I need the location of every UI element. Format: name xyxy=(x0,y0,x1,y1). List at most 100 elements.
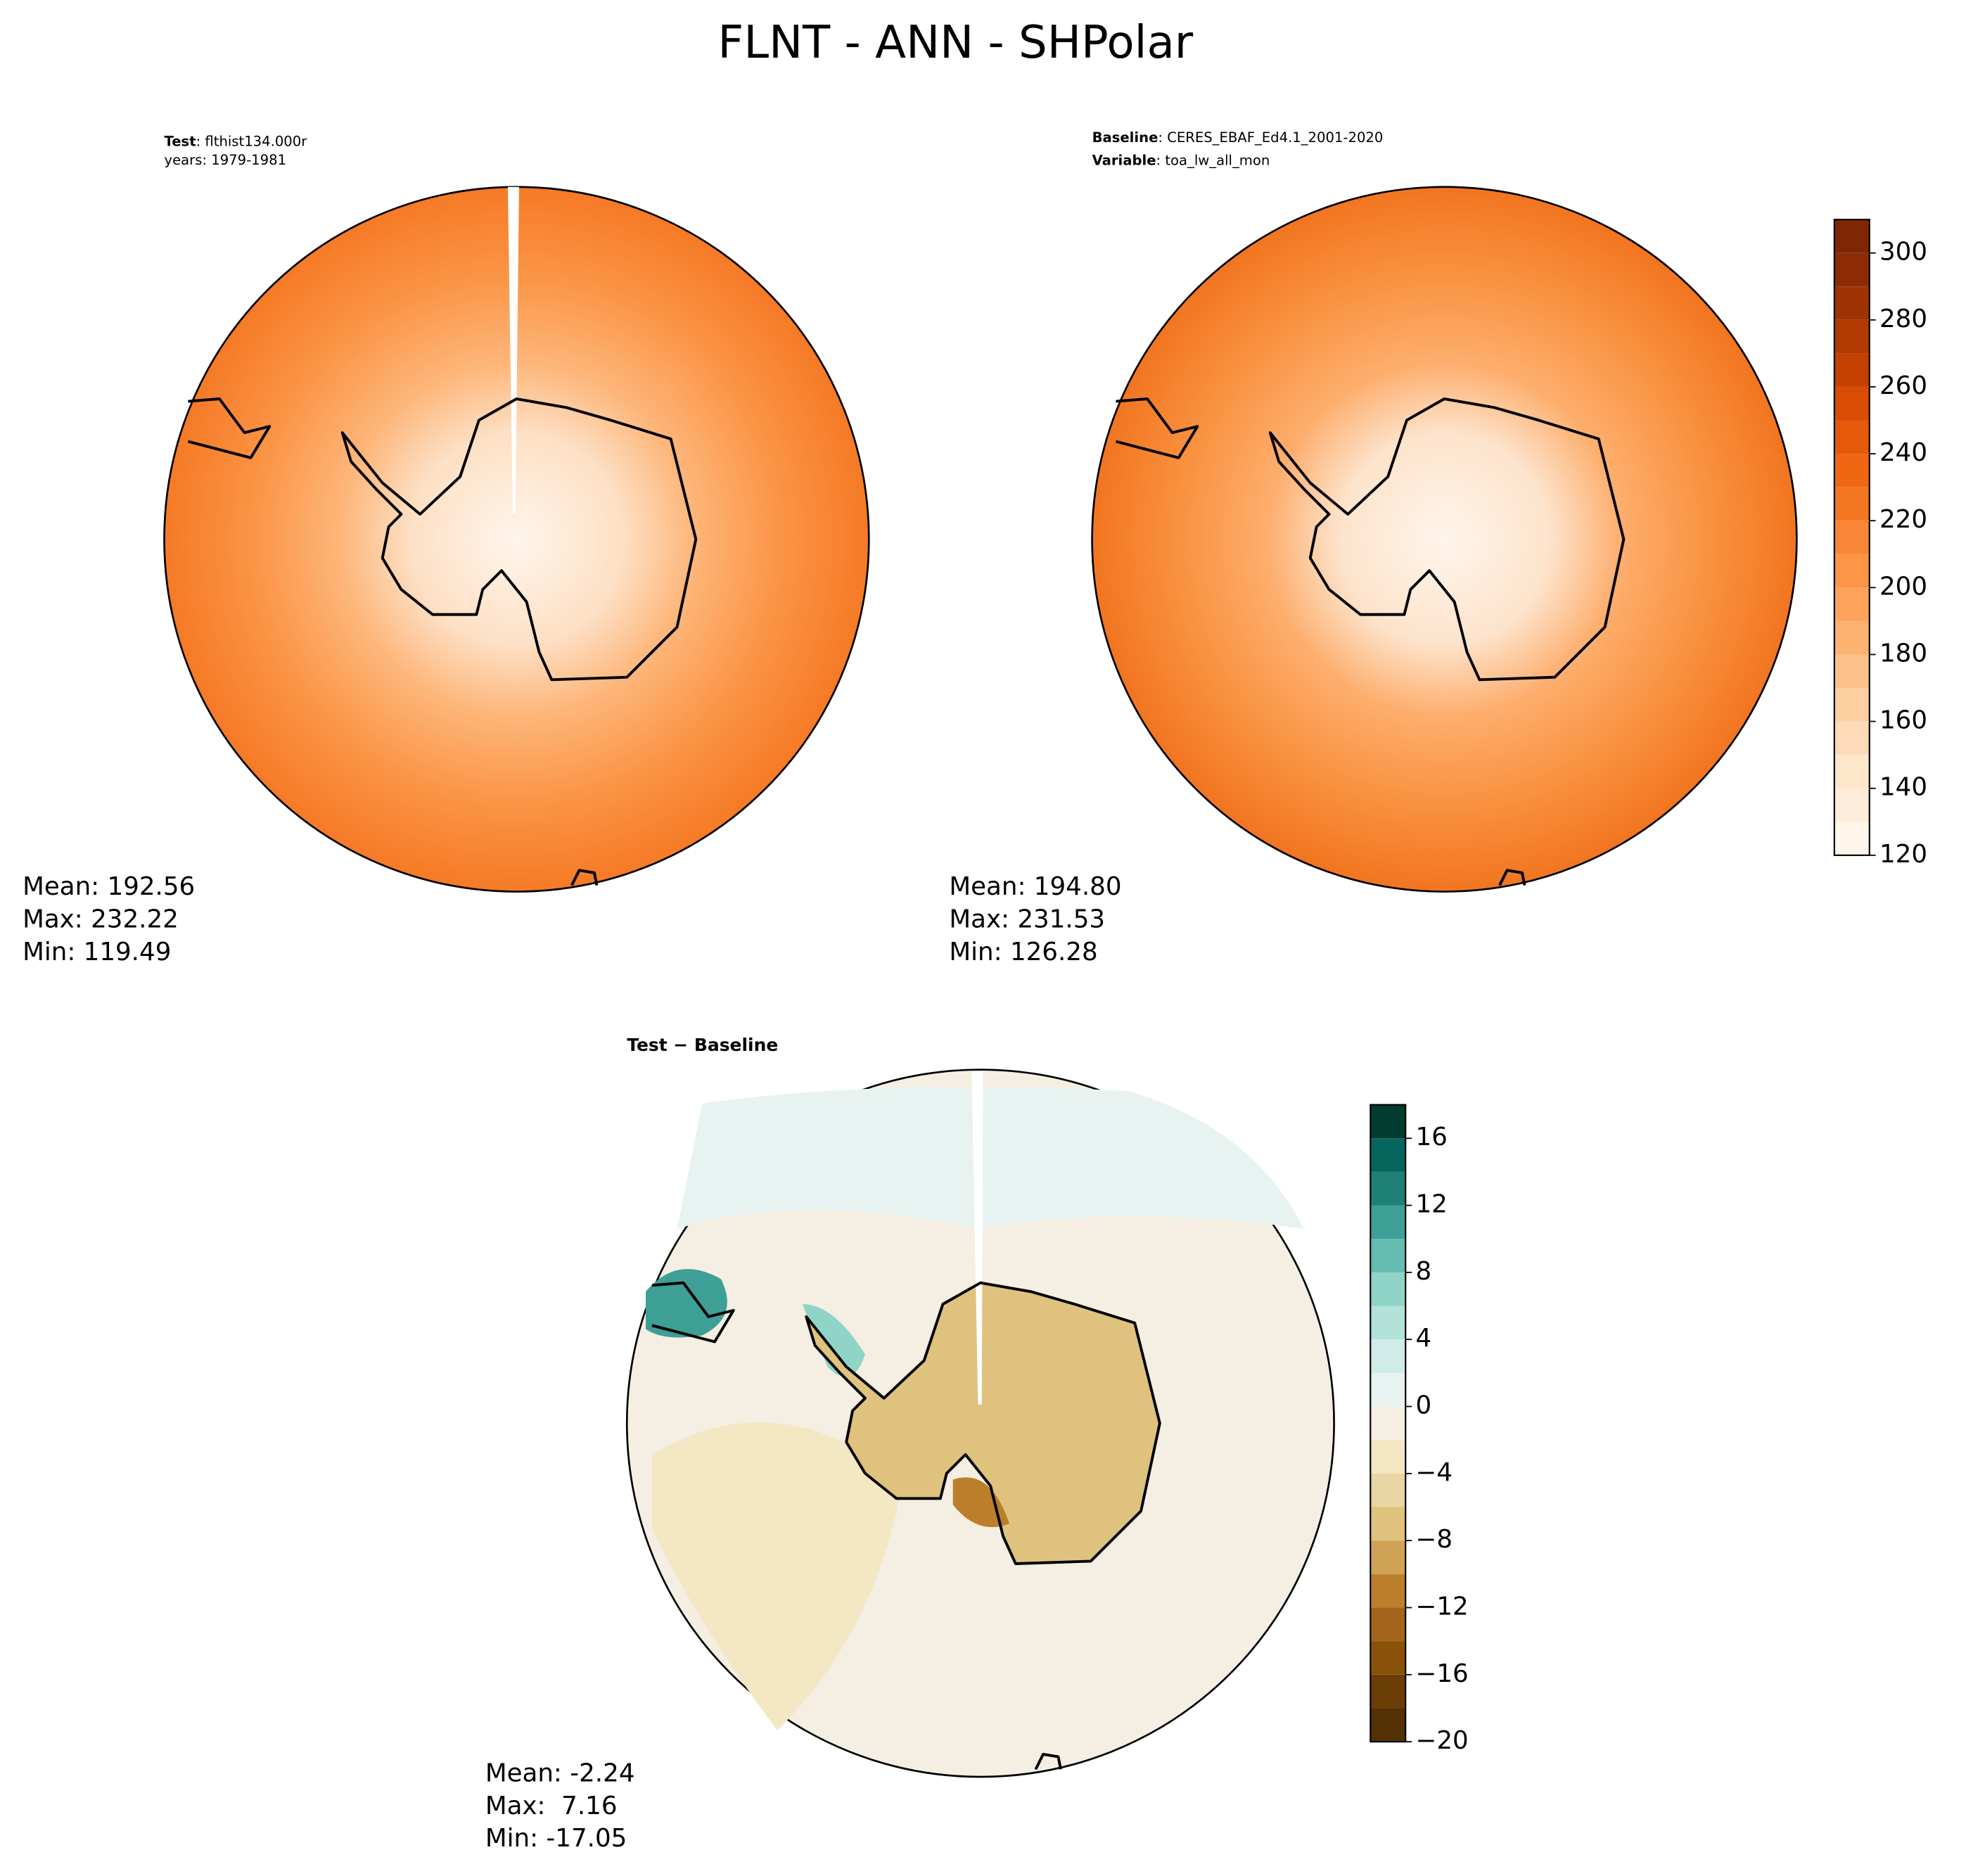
colorbar-tick-label: 220 xyxy=(1879,505,1927,534)
label-value: : flthist134.000r xyxy=(196,133,308,149)
colorbar-band xyxy=(1834,353,1870,387)
colorbar-tick-label: 16 xyxy=(1415,1123,1447,1151)
anomaly-region xyxy=(677,1087,1304,1230)
stat-line: Mean: 194.80 xyxy=(949,872,1121,901)
coastline xyxy=(651,1281,735,1344)
colorbar-tick-label: 12 xyxy=(1415,1190,1447,1219)
colorbar-band xyxy=(1370,1406,1406,1441)
colorbar-band xyxy=(1834,420,1870,454)
anomaly-region xyxy=(952,1477,1009,1528)
coastline xyxy=(570,869,599,886)
colorbar-band xyxy=(1834,721,1870,755)
colorbar-tick-label: 280 xyxy=(1879,305,1927,333)
colorbar-band xyxy=(1370,1104,1406,1139)
colorbar-band xyxy=(1834,286,1870,320)
label-key: Baseline xyxy=(1092,129,1158,146)
label-value: : CERES_EBAF_Ed4.1_2001-2020 xyxy=(1158,129,1383,146)
coastline xyxy=(1498,869,1526,886)
colorbar-band xyxy=(1370,1239,1406,1272)
map-disk xyxy=(1091,186,1798,893)
colorbar-tick-label: 0 xyxy=(1415,1391,1431,1420)
colorbar-band xyxy=(1834,587,1870,621)
colorbar-band xyxy=(1370,1138,1406,1172)
colorbar-tick-label: 180 xyxy=(1879,639,1927,668)
colorbar-band xyxy=(1834,788,1870,822)
coastline xyxy=(1115,397,1199,459)
colorbar-band xyxy=(1834,319,1870,354)
colorbar-band xyxy=(1834,487,1870,521)
panel-label: Test − Baseline xyxy=(627,1035,778,1055)
colorbar-tick-label: 4 xyxy=(1415,1324,1431,1353)
missing-wedge xyxy=(971,1072,983,1405)
anomaly-region xyxy=(651,1422,903,1731)
colorbar-tick-label: 120 xyxy=(1879,840,1927,869)
colorbar-band xyxy=(1370,1674,1406,1709)
stat-line: Min: -17.05 xyxy=(485,1824,627,1853)
colorbar-tick-label: −16 xyxy=(1415,1659,1468,1688)
colorbar-frame xyxy=(1370,1104,1407,1743)
map-baseline xyxy=(1091,186,1798,893)
colorbar-tick-label: 300 xyxy=(1879,238,1927,267)
stat-line: Min: 126.28 xyxy=(949,938,1097,966)
missing-wedge xyxy=(507,186,519,515)
colorbar-band xyxy=(1370,1440,1406,1474)
colorbar-band xyxy=(1370,1641,1406,1675)
colorbar-band xyxy=(1834,219,1870,253)
colorbar-band xyxy=(1834,688,1870,722)
colorbar-band xyxy=(1834,554,1870,588)
panel-label: Test: flthist134.000r xyxy=(165,133,308,149)
map-test xyxy=(163,186,870,893)
map-difference xyxy=(625,1068,1335,1778)
stat-line: Mean: -2.24 xyxy=(485,1759,635,1787)
colorbar-band xyxy=(1834,822,1870,855)
colorbar-tick-label: 260 xyxy=(1879,371,1927,400)
label-value: : toa_lw_all_mon xyxy=(1156,152,1270,168)
stat-line: Max: 232.22 xyxy=(23,905,179,934)
colorbar-band xyxy=(1370,1473,1406,1507)
colorbar-band xyxy=(1834,521,1870,554)
stat-line: Mean: 192.56 xyxy=(23,872,195,901)
colorbar-tick-label: −20 xyxy=(1415,1726,1468,1755)
coastline xyxy=(1034,1752,1062,1770)
colorbar-band xyxy=(1370,1339,1406,1373)
colorbar-tick-label: 200 xyxy=(1879,572,1927,601)
colorbar-band xyxy=(1834,755,1870,789)
colorbar-band xyxy=(1370,1708,1406,1742)
colorbar-tick-label: 160 xyxy=(1879,706,1927,735)
colorbar-band xyxy=(1834,654,1870,689)
colorbar-band xyxy=(1370,1171,1406,1206)
panel-sublabel: Variable: toa_lw_all_mon xyxy=(1092,152,1270,168)
colorbar-band xyxy=(1834,620,1870,655)
panel-sublabel: years: 1979-1981 xyxy=(165,152,287,168)
colorbar-tick-label: −8 xyxy=(1415,1525,1453,1554)
label-key: Test xyxy=(165,133,196,149)
panel-label: Baseline: CERES_EBAF_Ed4.1_2001-2020 xyxy=(1092,129,1384,146)
colorbar-band xyxy=(1370,1540,1406,1574)
figure-title: FLNT - ANN - SHPolar xyxy=(717,16,1193,69)
colorbar-tick-label: −12 xyxy=(1415,1592,1468,1621)
anomaly-region xyxy=(802,1303,865,1377)
colorbar-band xyxy=(1370,1372,1406,1407)
colorbar-tick-label: 140 xyxy=(1879,773,1927,802)
colorbar-band xyxy=(1370,1272,1406,1306)
stat-line: Min: 119.49 xyxy=(23,938,171,966)
anomaly-region xyxy=(646,1269,727,1338)
colorbar-band xyxy=(1834,253,1870,287)
colorbar-band xyxy=(1370,1607,1406,1642)
stat-line: Max: 231.53 xyxy=(949,905,1105,934)
colorbar-band xyxy=(1370,1205,1406,1239)
colorbar-tick-label: 8 xyxy=(1415,1257,1431,1286)
colorbar-frame xyxy=(1833,219,1870,856)
colorbar-band xyxy=(1834,386,1870,421)
colorbar-band xyxy=(1370,1507,1406,1541)
colorbar-band xyxy=(1370,1574,1406,1608)
coastline xyxy=(187,397,272,459)
colorbar-tick-label: −4 xyxy=(1415,1458,1453,1487)
colorbar-band xyxy=(1370,1306,1406,1340)
colorbar-band xyxy=(1834,454,1870,487)
colorbar-tick-label: 240 xyxy=(1879,438,1927,467)
label-key: Variable xyxy=(1092,152,1156,168)
stat-line: Max: 7.16 xyxy=(485,1792,618,1820)
